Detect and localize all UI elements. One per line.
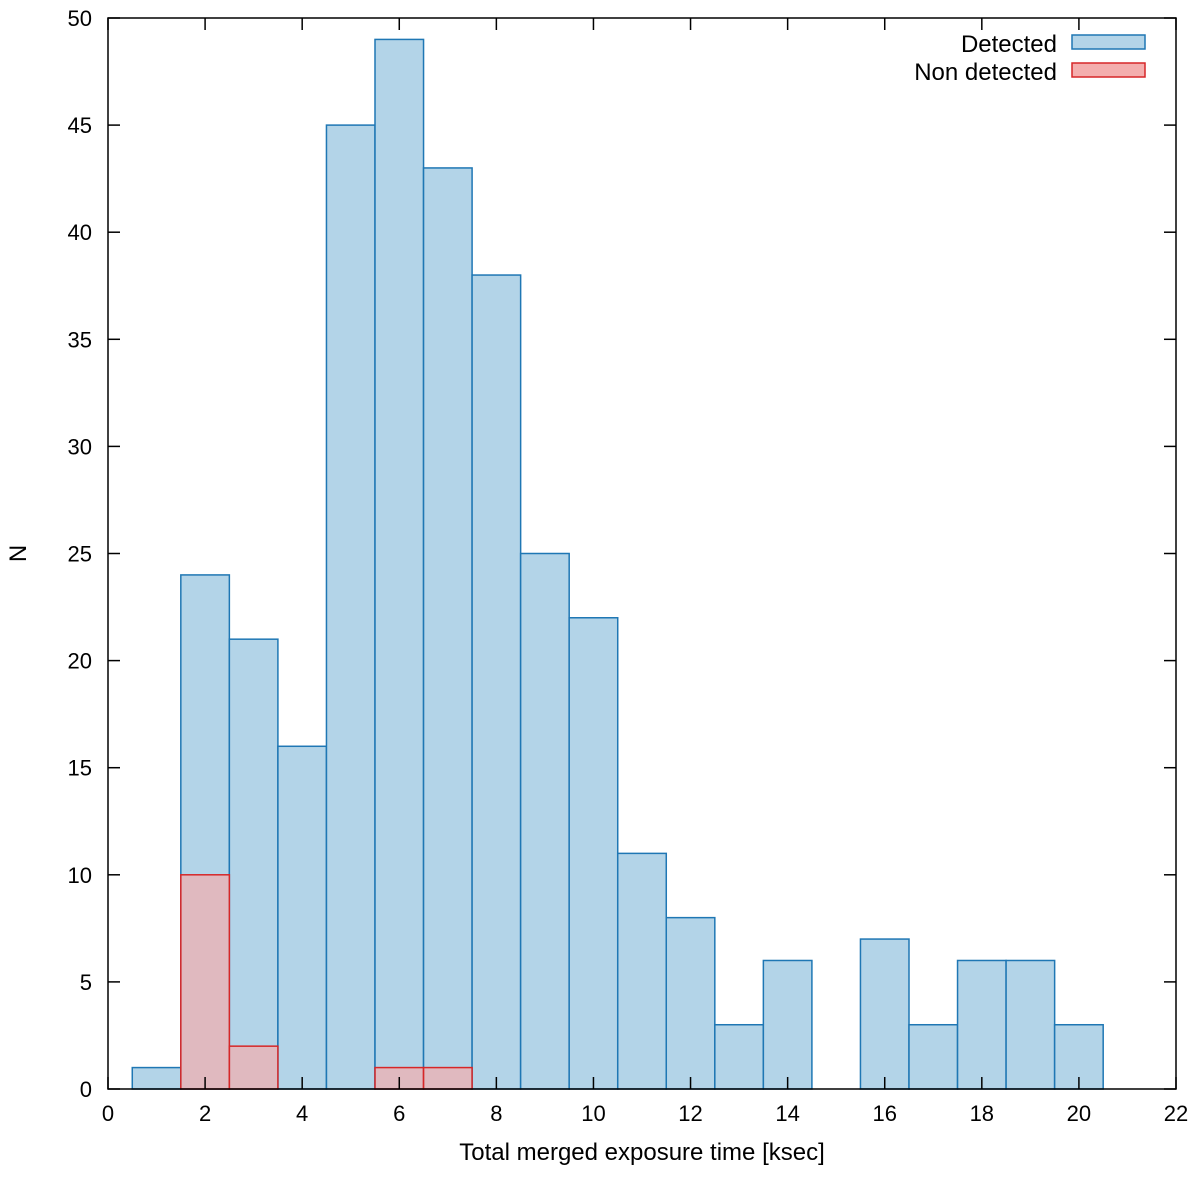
x-tick-label: 20 <box>1067 1101 1091 1126</box>
detected-bar <box>859 938 910 1090</box>
y-tick-label: 0 <box>80 1077 92 1102</box>
y-tick-label: 15 <box>68 756 92 781</box>
legend-label: Non detected <box>914 59 1057 86</box>
legend-swatch <box>1071 34 1146 50</box>
y-tick-label: 5 <box>80 970 92 995</box>
non-detected-bar <box>180 874 231 1090</box>
detected-bar <box>228 638 279 1090</box>
non-detected-bar <box>422 1066 473 1090</box>
x-tick-label: 14 <box>775 1101 799 1126</box>
y-tick-label: 30 <box>68 434 92 459</box>
detected-bar <box>131 1066 182 1090</box>
legend-label: Detected <box>961 31 1057 58</box>
detected-bar <box>956 959 1007 1090</box>
y-tick-label: 25 <box>68 542 92 567</box>
y-tick-label: 35 <box>68 327 92 352</box>
x-tick-label: 2 <box>199 1101 211 1126</box>
x-tick-label: 22 <box>1164 1101 1188 1126</box>
detected-bar <box>471 274 522 1090</box>
detected-bar <box>762 959 813 1090</box>
legend-swatch <box>1071 62 1146 78</box>
y-tick-label: 40 <box>68 220 92 245</box>
detected-bar <box>1005 959 1056 1090</box>
non-detected-bar <box>228 1045 279 1090</box>
x-tick-label: 16 <box>872 1101 896 1126</box>
bars-layer <box>131 38 1104 1090</box>
x-axis-title: Total merged exposure time [ksec] <box>459 1139 825 1166</box>
ticks-layer: 0 2 4 6 8 10 12 14 16 18 20 22 0 5 10 15 20 25 30 35 40 45 50 <box>68 6 1189 1126</box>
detected-bar <box>568 617 619 1090</box>
x-tick-label: 6 <box>393 1101 405 1126</box>
detected-bar <box>665 916 716 1090</box>
detected-bar <box>277 745 328 1090</box>
x-tick-label: 0 <box>102 1101 114 1126</box>
detected-bar <box>519 552 570 1090</box>
detected-bar <box>374 38 425 1090</box>
detected-bar <box>616 852 668 1090</box>
y-tick-label: 45 <box>68 113 92 138</box>
x-tick-label: 12 <box>678 1101 702 1126</box>
x-tick-label: 10 <box>581 1101 605 1126</box>
y-tick-label: 10 <box>68 863 92 888</box>
x-tick-label: 4 <box>296 1101 308 1126</box>
y-tick-label: 20 <box>68 649 92 674</box>
detected-bar <box>325 124 376 1090</box>
detected-bar <box>714 1023 765 1090</box>
detected-bar <box>422 167 473 1090</box>
x-tick-label: 8 <box>490 1101 502 1126</box>
y-tick-label: 50 <box>68 6 92 31</box>
detected-bar <box>908 1023 959 1090</box>
y-axis-title: N <box>5 545 32 562</box>
x-tick-label: 18 <box>970 1101 994 1126</box>
